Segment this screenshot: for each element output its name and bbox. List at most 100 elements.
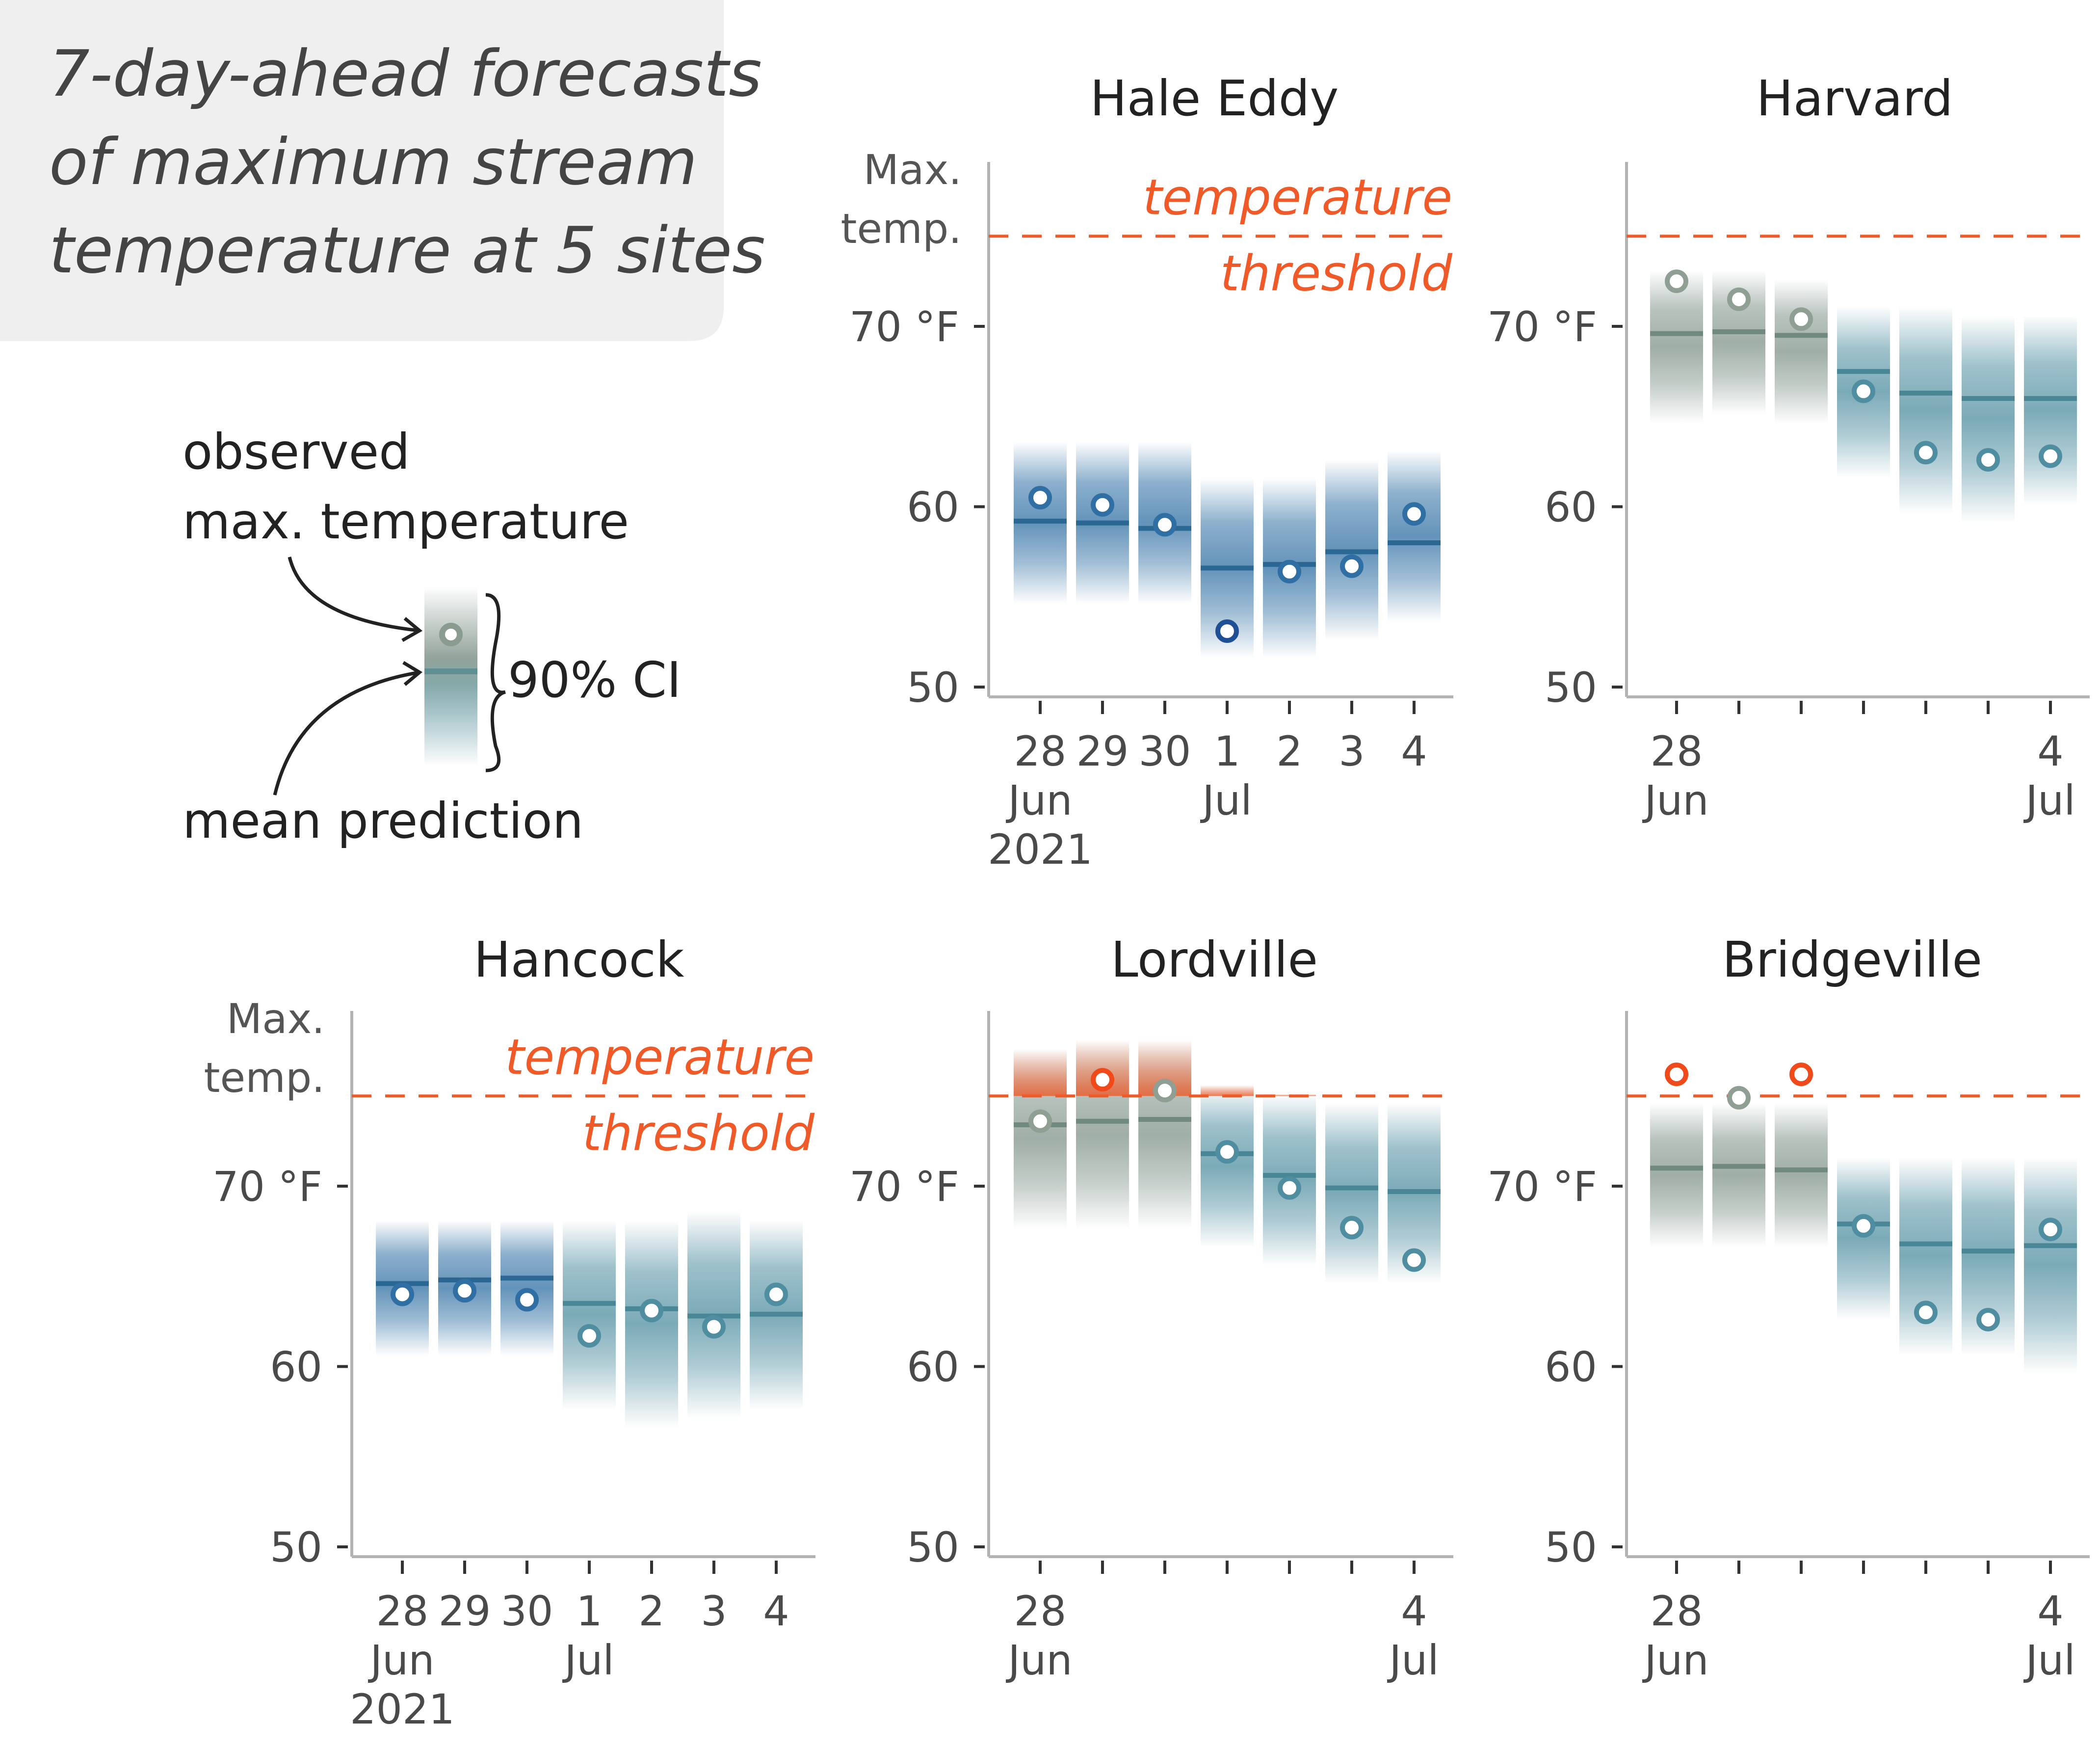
x-tick-label: Jun <box>1642 776 1708 824</box>
x-tick-label: 28 <box>376 1587 429 1635</box>
x-tick-label: 4 <box>1401 727 1427 775</box>
x-tick-label: 30 <box>501 1587 553 1635</box>
y-tick-label: 60 <box>1545 1343 1597 1391</box>
ci-band <box>1775 1103 1828 1248</box>
x-tick-label: 2021 <box>988 825 1093 874</box>
x-tick-label: 28 <box>1014 727 1067 775</box>
observed-point <box>1340 554 1364 578</box>
x-tick-label: 4 <box>2037 727 2063 775</box>
observed-point <box>1028 486 1052 510</box>
x-tick-label: Jun <box>1005 1636 1072 1684</box>
observed-point <box>1153 513 1177 537</box>
y-axis-title-line: temp. <box>841 205 962 253</box>
y-tick-label: 60 <box>270 1343 322 1391</box>
observed-point <box>453 1279 476 1303</box>
legend-observed-dot <box>439 623 463 646</box>
y-axis-title-line: temp. <box>204 1054 325 1102</box>
ci-band <box>1837 1157 1890 1320</box>
ci-band <box>2024 1157 2077 1374</box>
observed-point <box>1215 619 1239 643</box>
title-box: 7-day-ahead forecasts of maximum stream … <box>0 0 765 341</box>
x-tick-label: 30 <box>1139 727 1191 775</box>
observed-point <box>1028 1109 1052 1133</box>
observed-point <box>1976 1307 2000 1331</box>
threshold-label-line: threshold <box>582 1104 815 1162</box>
observed-point <box>391 1282 414 1306</box>
ci-band <box>1325 1103 1378 1284</box>
ci-band <box>1650 1103 1703 1248</box>
legend-observed-arrowhead <box>401 617 423 642</box>
observed-point <box>1402 502 1426 526</box>
observed-point <box>1789 1062 1813 1087</box>
legend-mean-arrow <box>273 670 420 796</box>
x-tick-label: Jul <box>2023 776 2075 824</box>
observed-point <box>1091 493 1114 517</box>
y-tick-label: 50 <box>1545 664 1597 712</box>
title-line-3: temperature at 5 sites <box>49 213 765 288</box>
legend-ci-bracket <box>485 593 506 772</box>
y-axis-title-line: Max. <box>864 146 962 194</box>
legend-ci-band <box>424 586 477 766</box>
observed-point <box>515 1288 539 1312</box>
observed-point <box>578 1324 601 1348</box>
panels: Hale Eddy 50 60 70 °F Max. temp. temperature th… <box>204 70 2090 1733</box>
title-background <box>0 0 724 341</box>
threshold-label-line: temperature <box>505 1028 814 1086</box>
x-tick-label: Jun <box>368 1636 434 1684</box>
x-tick-label: Jun <box>1005 776 1072 824</box>
threshold-label-line: threshold <box>1220 244 1453 302</box>
x-tick-label: 4 <box>1401 1587 1427 1635</box>
observed-point <box>1852 379 1875 403</box>
y-tick-label: 50 <box>270 1523 322 1571</box>
ci-band <box>1775 279 1828 424</box>
observed-point <box>1976 448 2000 472</box>
observed-point <box>1665 269 1688 293</box>
x-tick-label: Jun <box>1642 1636 1708 1684</box>
x-tick-label: Jul <box>1387 1636 1439 1684</box>
x-tick-label: 29 <box>1076 727 1129 775</box>
legend-mean-arrowhead <box>402 661 423 686</box>
observed-point <box>1153 1079 1177 1103</box>
x-tick-label: 2 <box>638 1587 664 1635</box>
observed-point <box>1340 1216 1364 1240</box>
panel-title: Harvard <box>1757 70 1953 127</box>
y-axis-title-line: Max. <box>227 995 325 1043</box>
y-tick-label: 70 °F <box>849 1163 959 1211</box>
threshold-label-line: temperature <box>1143 168 1452 226</box>
ci-band-above-threshold <box>1014 1049 1067 1096</box>
observed-point <box>1278 1176 1301 1200</box>
x-tick-label: 3 <box>1339 727 1365 775</box>
y-tick-label: 70 °F <box>212 1163 322 1211</box>
x-tick-label: 28 <box>1651 727 1703 775</box>
x-tick-label: 2021 <box>350 1685 455 1733</box>
title-line-2: of maximum stream <box>49 125 697 199</box>
x-tick-label: 3 <box>701 1587 727 1635</box>
ci-band <box>563 1220 616 1410</box>
observed-point <box>640 1299 663 1323</box>
legend-observed-label-2: max. temperature <box>183 493 629 550</box>
ci-band <box>625 1220 678 1428</box>
y-tick-label: 60 <box>907 1343 959 1391</box>
x-tick-label: Jul <box>2023 1636 2075 1684</box>
ci-band <box>2024 315 2077 505</box>
x-tick-label: 1 <box>576 1587 602 1635</box>
observed-point <box>2039 1218 2062 1242</box>
y-tick-label: 60 <box>1545 483 1597 531</box>
y-tick-label: 50 <box>907 664 959 712</box>
panel-hale-eddy: Hale Eddy 50 60 70 °F Max. temp. temperature th… <box>841 70 1453 874</box>
observed-point <box>1215 1140 1239 1164</box>
observed-point <box>2039 444 2062 468</box>
legend: 90% CI observed max. temperature mean pr… <box>183 423 681 849</box>
panel-hancock: Hancock 50 60 70 °F Max. temp. temperature thre… <box>204 931 815 1733</box>
ci-band <box>1899 1157 1952 1356</box>
observed-point <box>1727 1086 1751 1110</box>
observed-point <box>1727 287 1751 311</box>
x-tick-label: 28 <box>1651 1587 1703 1635</box>
observed-point <box>764 1282 788 1306</box>
observed-point <box>1665 1062 1688 1087</box>
legend-observed-arrow <box>288 557 420 633</box>
